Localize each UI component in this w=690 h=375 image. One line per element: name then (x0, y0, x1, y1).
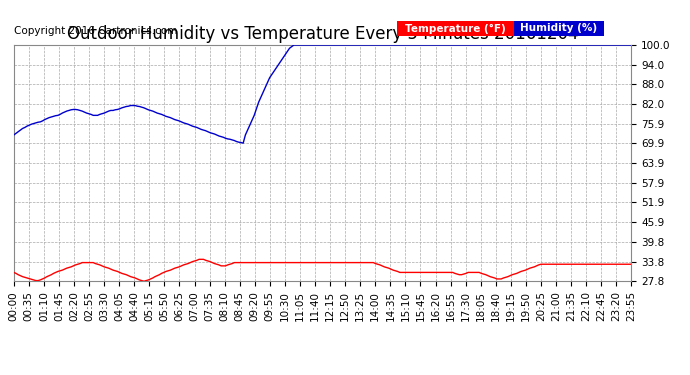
Text: Copyright 2016 Cartronics.com: Copyright 2016 Cartronics.com (14, 26, 177, 36)
Title: Outdoor Humidity vs Temperature Every 5 Minutes 20161204: Outdoor Humidity vs Temperature Every 5 … (67, 26, 578, 44)
FancyBboxPatch shape (514, 21, 604, 36)
Text: Temperature (°F): Temperature (°F) (405, 23, 506, 33)
FancyBboxPatch shape (397, 21, 514, 36)
Text: Humidity (%): Humidity (%) (520, 24, 597, 33)
